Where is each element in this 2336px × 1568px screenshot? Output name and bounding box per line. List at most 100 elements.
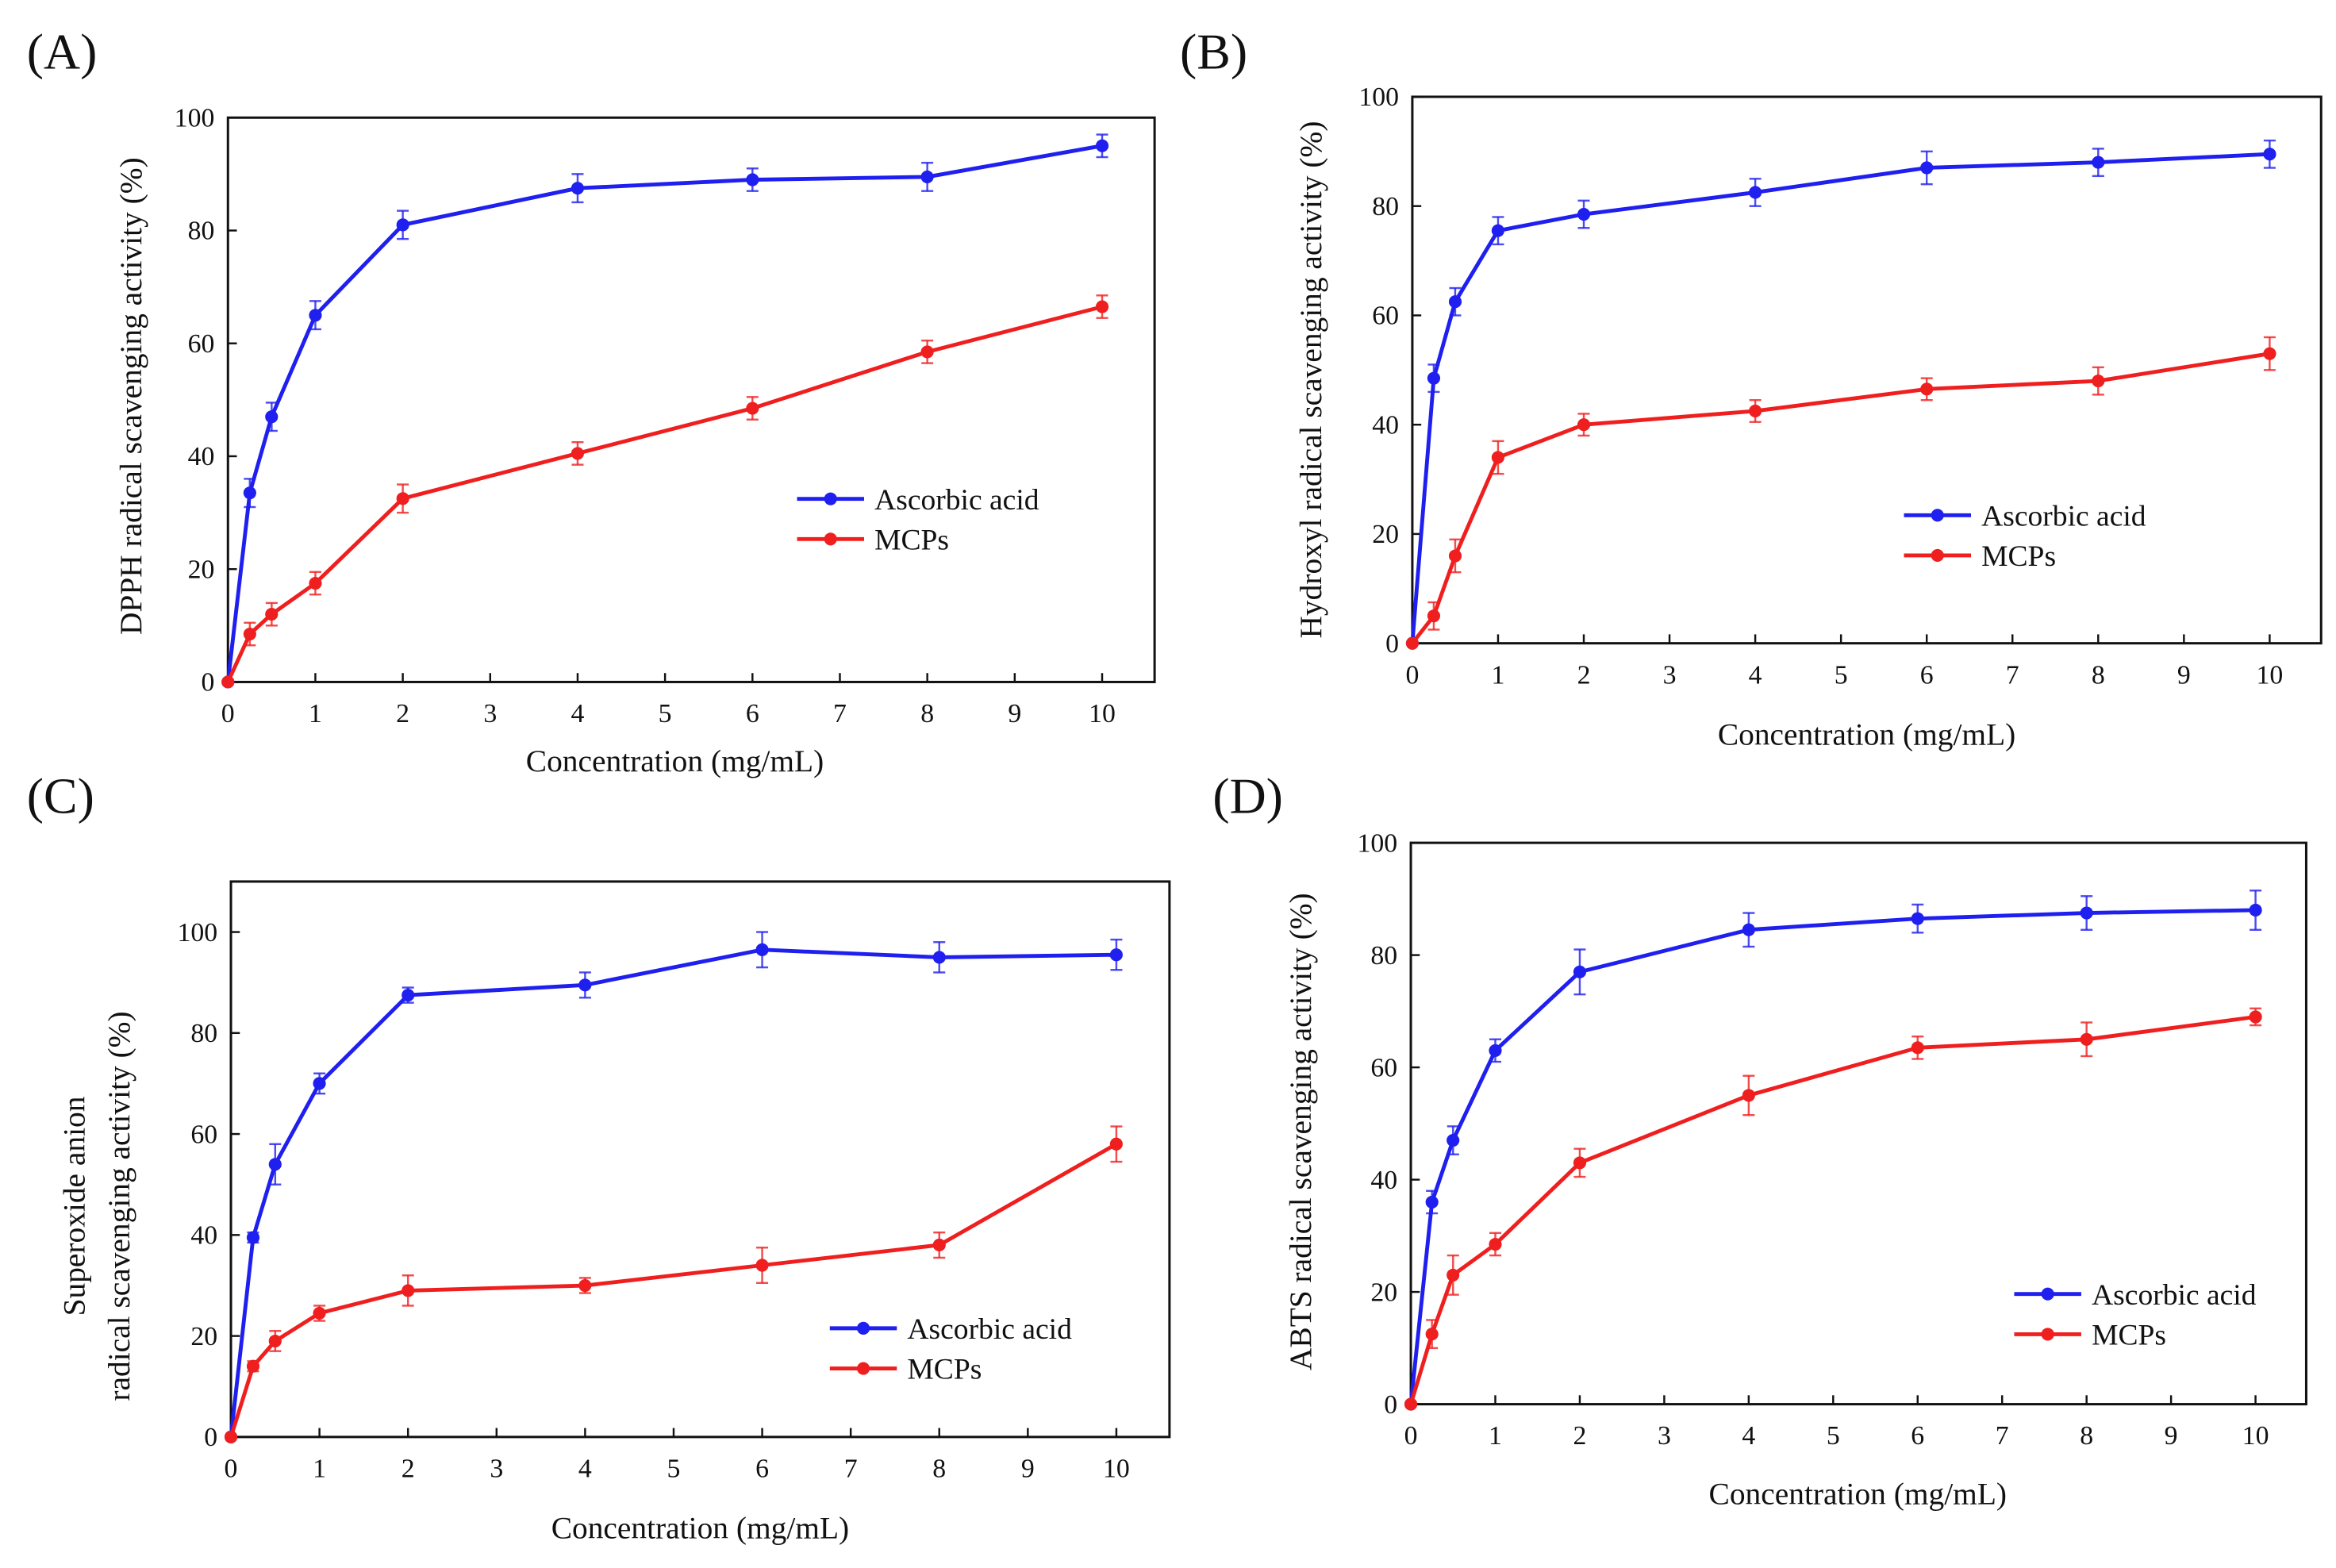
x-tick-label: 5 bbox=[1835, 660, 1848, 690]
x-tick-label: 0 bbox=[225, 1455, 238, 1484]
y-tick-label: 0 bbox=[204, 1423, 217, 1452]
series-ascorbic-acid bbox=[1405, 139, 2276, 650]
panel-label: (A) bbox=[27, 23, 98, 79]
legend-label: Ascorbic acid bbox=[874, 484, 1039, 517]
x-tick-label: 3 bbox=[490, 1455, 503, 1484]
data-point bbox=[1920, 382, 1934, 396]
data-point bbox=[1447, 1268, 1460, 1282]
y-tick-label: 60 bbox=[1372, 302, 1399, 331]
data-point bbox=[1911, 912, 1924, 925]
x-tick-label: 4 bbox=[578, 1455, 592, 1484]
x-tick-label: 0 bbox=[221, 699, 235, 728]
data-point bbox=[1742, 923, 1755, 936]
x-tick-label: 1 bbox=[1489, 1421, 1502, 1451]
data-point bbox=[1573, 1156, 1587, 1170]
x-tick-label: 3 bbox=[1658, 1421, 1671, 1451]
x-tick-label: 6 bbox=[1911, 1421, 1924, 1451]
y-tick-label: 80 bbox=[1372, 192, 1399, 221]
x-tick-label: 5 bbox=[1827, 1421, 1840, 1451]
y-tick-label: 40 bbox=[1372, 410, 1399, 440]
y-tick-label: 20 bbox=[1370, 1278, 1397, 1307]
data-point bbox=[1109, 948, 1123, 962]
y-tick-label: 40 bbox=[190, 1221, 217, 1251]
x-tick-label: 7 bbox=[2006, 660, 2019, 690]
data-point bbox=[1425, 1328, 1439, 1341]
legend-entry: MCPs bbox=[797, 524, 949, 556]
x-tick-label: 6 bbox=[746, 699, 759, 728]
legend: Ascorbic acid MCPs bbox=[829, 1313, 1072, 1386]
x-tick-label: 5 bbox=[667, 1455, 681, 1484]
x-tick-label: 4 bbox=[571, 699, 585, 728]
legend-marker bbox=[824, 532, 837, 546]
x-tick-label: 4 bbox=[1749, 660, 1762, 690]
series-ascorbic-acid bbox=[1404, 890, 2262, 1411]
legend-marker bbox=[1931, 509, 1944, 522]
y-axis-label: ABTS radical scavenging activity (%) bbox=[1283, 893, 1318, 1370]
data-point bbox=[2080, 1032, 2093, 1046]
x-tick-label: 4 bbox=[1742, 1421, 1755, 1451]
data-point bbox=[1427, 371, 1441, 385]
legend-entry: Ascorbic acid bbox=[829, 1313, 1072, 1346]
data-point bbox=[246, 1231, 260, 1244]
x-tick-label: 8 bbox=[2080, 1421, 2093, 1451]
data-point bbox=[396, 492, 409, 505]
data-point bbox=[1742, 1089, 1755, 1102]
data-point bbox=[2263, 148, 2276, 161]
legend: Ascorbic acid MCPs bbox=[1904, 500, 2146, 573]
data-point bbox=[1491, 224, 1504, 237]
x-tick-label: 10 bbox=[2257, 660, 2284, 690]
x-axis-label: Concentration (mg/mL) bbox=[551, 1510, 849, 1545]
data-point bbox=[224, 1430, 238, 1443]
data-point bbox=[1427, 609, 1441, 623]
y-tick-label: 100 bbox=[175, 104, 215, 133]
y-axis-label: radical scavenging activity (%) bbox=[102, 1011, 136, 1401]
series-mcps bbox=[221, 294, 1109, 689]
legend: Ascorbic acid MCPs bbox=[2014, 1279, 2257, 1352]
x-tick-label: 10 bbox=[1089, 699, 1116, 728]
x-tick-label: 2 bbox=[1577, 660, 1591, 690]
data-point bbox=[1095, 300, 1109, 313]
x-tick-label: 8 bbox=[932, 1455, 946, 1484]
legend-label: MCPs bbox=[907, 1354, 982, 1386]
x-axis-label: Concentration (mg/mL) bbox=[1709, 1476, 2007, 1511]
y-tick-label: 80 bbox=[190, 1019, 217, 1048]
x-axis-label: Concentration (mg/mL) bbox=[1718, 717, 2015, 751]
panel-label: (D) bbox=[1212, 768, 1283, 824]
data-point bbox=[920, 170, 934, 184]
data-point bbox=[1489, 1237, 1502, 1251]
data-point bbox=[1573, 965, 1587, 978]
x-tick-label: 3 bbox=[1663, 660, 1677, 690]
x-tick-label: 8 bbox=[920, 699, 934, 728]
y-tick-label: 60 bbox=[188, 329, 215, 359]
series-ascorbic-acid bbox=[221, 133, 1109, 689]
data-point bbox=[571, 182, 585, 195]
y-tick-label: 0 bbox=[201, 668, 214, 698]
y-tick-label: 0 bbox=[1384, 1390, 1397, 1420]
y-tick-label: 20 bbox=[188, 555, 215, 584]
x-tick-label: 8 bbox=[2092, 660, 2105, 690]
plot-frame bbox=[229, 880, 1171, 1439]
data-point bbox=[268, 1334, 282, 1348]
data-point bbox=[246, 1359, 260, 1373]
x-tick-label: 1 bbox=[313, 1455, 326, 1484]
data-point bbox=[2080, 906, 2093, 920]
x-tick-label: 2 bbox=[402, 1455, 415, 1484]
y-tick-label: 20 bbox=[190, 1322, 217, 1351]
data-point bbox=[265, 410, 279, 424]
data-point bbox=[1577, 207, 1591, 221]
legend-entry: MCPs bbox=[2014, 1320, 2166, 1352]
data-point bbox=[2092, 156, 2105, 169]
data-point bbox=[746, 402, 759, 415]
legend-label: Ascorbic acid bbox=[1981, 500, 2146, 532]
x-tick-label: 2 bbox=[1573, 1421, 1587, 1451]
legend-entry: Ascorbic acid bbox=[1904, 500, 2146, 532]
legend-label: MCPs bbox=[2092, 1320, 2166, 1352]
legend-entry: Ascorbic acid bbox=[2014, 1279, 2257, 1312]
data-point bbox=[268, 1158, 282, 1171]
y-tick-label: 100 bbox=[1357, 828, 1397, 858]
x-tick-label: 9 bbox=[2177, 660, 2191, 690]
